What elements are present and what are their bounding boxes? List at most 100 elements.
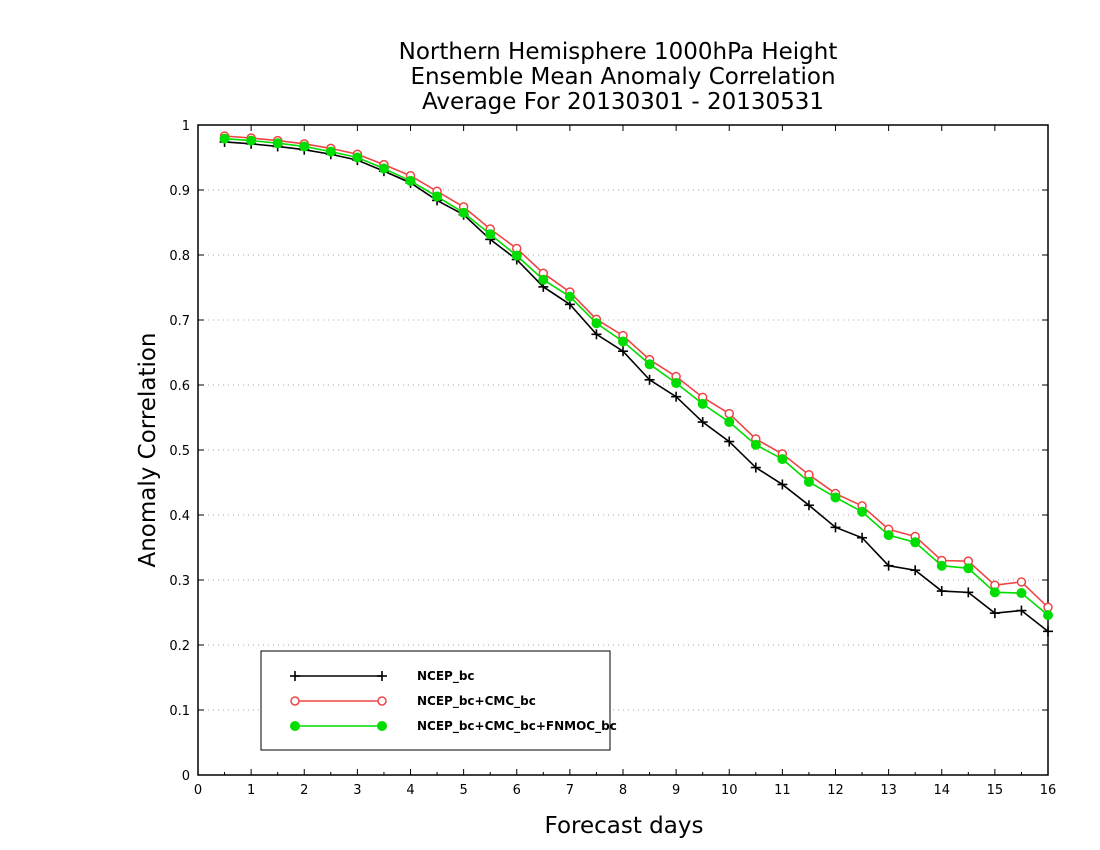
grid [198, 189, 1048, 711]
legend-marker-start-1 [290, 696, 300, 706]
series-2-point-0 [219, 133, 230, 144]
legend-marker-start-0 [290, 671, 300, 681]
x-tick-label-9: 9 [672, 783, 680, 798]
series-0-point-14 [591, 329, 602, 340]
series-0-point-30 [1016, 605, 1027, 616]
series-2-point-11 [511, 250, 522, 261]
series-2-point-17 [671, 378, 682, 389]
series-2-point-12 [538, 274, 549, 285]
series-2-point-16 [644, 359, 655, 370]
series-2-point-28 [963, 563, 974, 574]
series-0 [219, 136, 1053, 637]
series-2-point-25 [883, 530, 894, 541]
series-0-point-19 [724, 436, 735, 447]
legend-label-1: NCEP_bc+CMC_bc [417, 694, 536, 709]
chart-title-line-3: Average For 20130301 - 20130531 [422, 89, 824, 115]
legend-label-0: NCEP_bc [417, 669, 475, 684]
y-axis: 0 0.1 0.2 0.3 0.4 0.5 0.6 0.7 0.8 0.9 1 [169, 119, 1048, 784]
series-0-point-16 [644, 374, 655, 385]
series-0-point-25 [883, 560, 894, 571]
series-line-1 [224, 135, 1049, 608]
y-tick-label-0: 0 [182, 769, 190, 784]
series-0-point-28 [963, 587, 974, 598]
series-0-point-24 [857, 532, 868, 543]
chart-title-line-2: Ensemble Mean Anomaly Correlation [410, 64, 835, 90]
x-tick-label-14: 14 [933, 783, 950, 798]
series-1-point-19 [724, 408, 734, 419]
series-2-point-1 [246, 135, 257, 146]
legend-marker-start-2 [290, 721, 300, 731]
y-tick-label-9: 0.9 [169, 184, 190, 199]
series-2-point-30 [1016, 588, 1027, 598]
x-axis-label: Forecast days [545, 813, 704, 839]
x-tick-label-6: 6 [513, 783, 521, 798]
series-0-point-23 [830, 522, 841, 533]
series-2-point-27 [936, 560, 947, 571]
y-tick-label-10: 1 [182, 119, 190, 134]
series-0-point-22 [803, 500, 814, 511]
series-2-point-19 [724, 417, 735, 428]
series-0-point-15 [618, 346, 628, 357]
series-2-point-6 [378, 163, 389, 174]
y-tick-label-3: 0.3 [169, 574, 190, 589]
x-tick-label-10: 10 [721, 783, 738, 798]
series-2-point-31 [1043, 610, 1053, 621]
x-tick-label-12: 12 [827, 783, 844, 798]
series-1 [219, 131, 1053, 613]
series-2-point-29 [989, 587, 1000, 598]
legend-label-2: NCEP_bc+CMC_bc+FNMOC_bc [417, 719, 617, 734]
series-line-0 [224, 141, 1049, 632]
y-tick-label-2: 0.2 [169, 639, 190, 654]
series-1-point-30 [1016, 577, 1027, 587]
series-layer [219, 131, 1053, 637]
series-2-point-10 [485, 229, 496, 240]
series-2-point-24 [857, 506, 868, 517]
series-0-point-31 [1043, 626, 1053, 637]
series-2-point-5 [352, 152, 363, 163]
series-2-point-23 [830, 492, 841, 503]
x-tick-label-5: 5 [459, 783, 467, 798]
x-tick-label-0: 0 [194, 783, 202, 798]
y-tick-label-6: 0.6 [169, 379, 190, 394]
x-tick-label-1: 1 [247, 783, 255, 798]
series-line-2 [224, 137, 1049, 616]
series-0-point-20 [750, 462, 761, 473]
y-tick-label-8: 0.8 [169, 249, 190, 264]
series-2-point-26 [910, 537, 921, 548]
x-tick-label-13: 13 [880, 783, 897, 798]
x-tick-label-11: 11 [774, 783, 791, 798]
series-2-point-20 [750, 439, 761, 450]
series-2-point-15 [618, 336, 628, 347]
x-axis: 0 1 2 3 4 5 6 7 8 9 10 11 12 13 14 15 16 [194, 125, 1056, 798]
chart-title-line-1: Northern Hemisphere 1000hPa Height [399, 39, 838, 65]
series-2-point-3 [299, 141, 310, 152]
chart-title: Northern Hemisphere 1000hPa Height Ensem… [399, 39, 838, 115]
legend: NCEP_bc NCEP_bc+CMC_bc NCEP_bc+CMC_bc+FNMO… [260, 650, 617, 751]
y-tick-label-5: 0.5 [169, 444, 190, 459]
series-2-point-8 [432, 191, 443, 202]
x-tick-label-16: 16 [1040, 783, 1057, 798]
series-0-point-26 [910, 565, 921, 576]
series-2-point-2 [272, 138, 283, 149]
series-2-point-9 [458, 207, 469, 218]
legend-marker-end-2 [377, 721, 387, 731]
y-tick-label-4: 0.4 [169, 509, 190, 524]
series-2-point-13 [564, 291, 575, 302]
series-0-point-18 [697, 417, 708, 428]
x-tick-label-8: 8 [619, 783, 627, 798]
series-0-point-27 [936, 586, 947, 597]
legend-marker-end-0 [377, 671, 387, 681]
series-2-point-7 [405, 175, 416, 186]
legend-marker-end-1 [377, 696, 387, 706]
series-0-point-21 [777, 479, 788, 490]
y-tick-label-1: 0.1 [169, 704, 190, 719]
y-axis-label: Anomaly Correlation [135, 332, 161, 567]
series-2 [219, 133, 1053, 621]
series-2-point-14 [591, 318, 602, 329]
series-2-point-4 [325, 146, 336, 157]
x-tick-label-2: 2 [300, 783, 308, 798]
x-tick-label-7: 7 [566, 783, 574, 798]
y-tick-label-7: 0.7 [169, 314, 190, 329]
series-2-point-22 [803, 476, 814, 487]
